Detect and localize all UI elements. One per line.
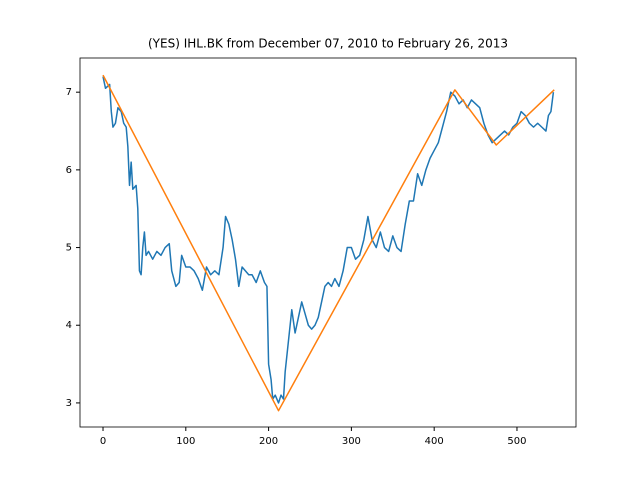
y-tick-label: 5: [66, 243, 72, 254]
x-tick-label: 500: [507, 436, 526, 447]
x-tick-label: 300: [342, 436, 361, 447]
x-tick-label: 200: [259, 436, 278, 447]
x-tick-label: 400: [425, 436, 444, 447]
line-series: [102, 74, 555, 412]
y-tick-label: 4: [66, 320, 72, 331]
x-tick-label: 100: [176, 436, 195, 447]
y-tick-label: 7: [66, 87, 72, 98]
plot-frame: [79, 57, 577, 428]
y-tick-label: 6: [66, 165, 72, 176]
line-series: [102, 76, 555, 404]
x-tick-label: 0: [100, 436, 106, 447]
chart-title: (YES) IHL.BK from December 07, 2010 to F…: [148, 37, 508, 51]
y-tick-label: 3: [66, 398, 72, 409]
